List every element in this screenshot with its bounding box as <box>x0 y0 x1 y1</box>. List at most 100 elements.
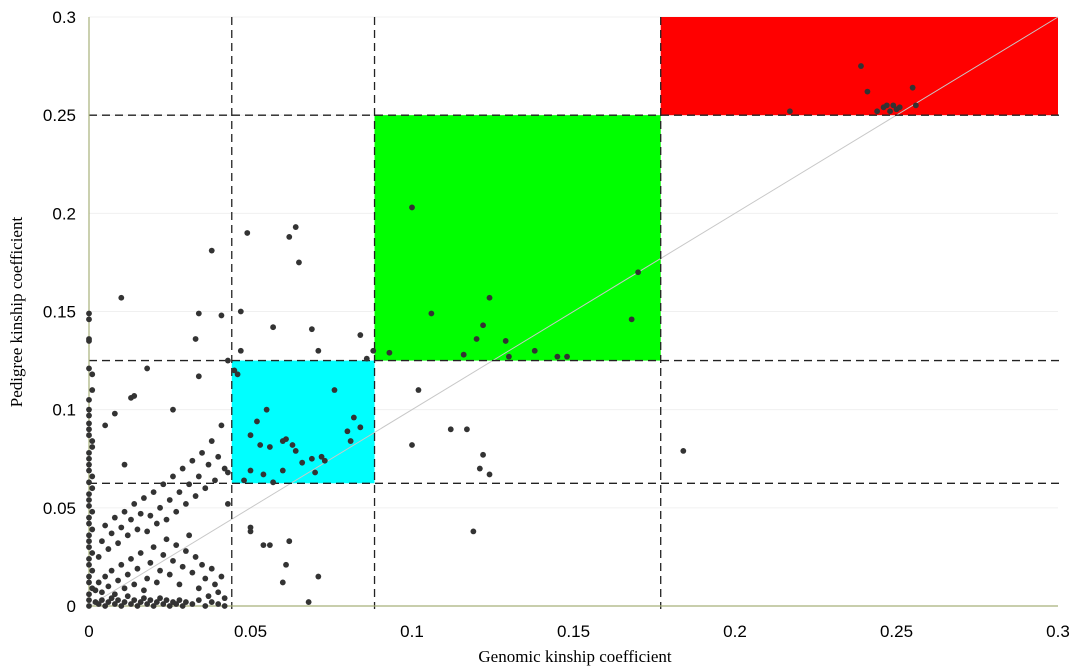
data-point <box>111 591 118 598</box>
data-point <box>176 489 183 496</box>
data-point <box>95 601 102 607</box>
data-point <box>153 520 160 527</box>
data-point <box>157 595 163 602</box>
data-point <box>202 575 209 582</box>
data-point <box>218 573 225 580</box>
data-point <box>308 455 315 462</box>
data-point <box>257 442 264 448</box>
data-point <box>890 102 897 109</box>
data-point <box>95 579 102 586</box>
data-point <box>144 528 151 535</box>
y-tick-label: 0.3 <box>52 8 76 27</box>
data-point <box>344 428 351 435</box>
data-point <box>409 442 415 448</box>
data-point <box>266 542 273 549</box>
region-rect <box>374 115 661 361</box>
data-point <box>208 438 215 444</box>
data-point <box>118 524 125 531</box>
data-point <box>212 581 218 588</box>
data-point <box>153 579 160 586</box>
data-point <box>166 571 173 578</box>
data-point <box>321 457 328 464</box>
data-point <box>170 473 176 480</box>
data-point <box>137 599 144 605</box>
data-point <box>218 312 225 319</box>
data-point <box>134 565 141 572</box>
data-point <box>131 393 138 399</box>
data-point <box>192 493 199 499</box>
data-point <box>147 512 154 519</box>
data-point <box>147 559 154 566</box>
data-point <box>357 424 364 431</box>
data-point <box>99 589 105 596</box>
data-point <box>221 465 228 472</box>
data-point <box>195 310 202 317</box>
data-point <box>912 102 919 109</box>
data-point <box>166 603 173 609</box>
data-point <box>89 567 96 574</box>
data-point <box>234 371 241 378</box>
data-point <box>318 453 325 460</box>
data-point <box>89 508 96 515</box>
data-point <box>137 510 144 517</box>
data-point <box>312 469 318 476</box>
data-point <box>480 322 486 329</box>
data-point <box>134 526 141 533</box>
x-tick-label: 0.05 <box>234 622 267 641</box>
data-point <box>292 224 299 230</box>
data-point <box>858 63 864 69</box>
data-point <box>86 449 92 456</box>
data-point <box>176 581 183 588</box>
data-point <box>464 426 470 433</box>
data-point <box>183 501 189 507</box>
data-point <box>270 479 277 486</box>
data-point <box>224 469 231 476</box>
data-point <box>86 426 92 433</box>
data-point <box>118 561 125 568</box>
data-point <box>247 467 254 474</box>
data-point <box>350 414 357 421</box>
data-point <box>86 603 92 609</box>
data-point <box>134 603 141 609</box>
data-point <box>241 477 247 484</box>
data-point <box>183 599 189 605</box>
data-point <box>370 347 377 354</box>
data-point <box>166 497 173 503</box>
data-point <box>153 599 160 605</box>
data-point <box>170 557 176 564</box>
x-tick-label: 0.2 <box>723 622 747 641</box>
data-point <box>89 371 96 378</box>
data-point <box>195 597 202 604</box>
data-point <box>124 532 131 539</box>
data-point <box>89 444 96 450</box>
y-tick-label: 0.25 <box>43 106 76 125</box>
data-point <box>121 461 128 468</box>
data-point <box>102 522 109 529</box>
data-point <box>212 477 218 484</box>
data-point <box>86 479 92 486</box>
data-point <box>150 603 157 609</box>
data-point <box>315 347 322 354</box>
data-point <box>144 365 151 372</box>
data-point <box>279 579 286 586</box>
data-point <box>128 516 134 523</box>
data-point <box>118 603 125 609</box>
data-point <box>86 591 92 598</box>
data-point <box>124 593 131 600</box>
data-point <box>183 548 189 554</box>
data-point <box>86 579 92 586</box>
data-point <box>292 447 299 454</box>
data-point <box>208 599 215 605</box>
data-point <box>247 524 254 531</box>
data-point <box>137 550 144 556</box>
data-point <box>289 442 296 448</box>
data-point <box>192 336 199 342</box>
data-point <box>160 481 167 488</box>
data-point <box>189 601 196 607</box>
data-point <box>208 565 215 572</box>
data-point <box>428 310 435 317</box>
data-point <box>89 438 96 444</box>
data-point <box>111 514 118 521</box>
data-point <box>95 554 102 560</box>
